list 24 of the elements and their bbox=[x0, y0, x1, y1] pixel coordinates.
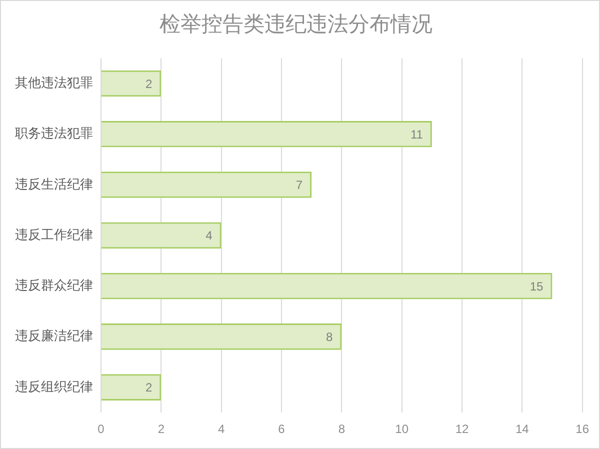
y-tick-label: 违反工作纪律 bbox=[15, 226, 93, 242]
y-tick-label: 职务违法犯罪 bbox=[15, 126, 93, 141]
x-tick-label: 8 bbox=[338, 422, 346, 436]
data-label: 2 bbox=[145, 380, 152, 395]
data-label: 11 bbox=[410, 127, 424, 142]
x-tick-label: 16 bbox=[576, 422, 590, 436]
x-tick-label: 4 bbox=[218, 422, 225, 436]
data-label: 8 bbox=[326, 330, 333, 344]
data-label: 4 bbox=[206, 228, 213, 243]
y-tick-label: 违反生活纪律 bbox=[15, 176, 93, 192]
x-tick-label: 0 bbox=[98, 422, 105, 436]
chart-title: 检举控告类违纪违法分布情况 bbox=[160, 12, 432, 36]
y-tick-label: 违反组织纪律 bbox=[15, 378, 93, 394]
y-tick-label: 其他违法犯罪 bbox=[15, 75, 93, 90]
x-tick-label: 10 bbox=[395, 422, 409, 436]
y-tick-label: 违反廉洁纪律 bbox=[15, 328, 93, 344]
y-tick-label: 违反群众纪律 bbox=[15, 278, 93, 293]
x-tick-label: 6 bbox=[278, 422, 286, 436]
x-tick-label: 14 bbox=[515, 422, 530, 436]
x-tick-label: 12 bbox=[455, 422, 469, 436]
x-tick-label: 2 bbox=[158, 422, 165, 436]
data-label: 2 bbox=[145, 76, 152, 91]
data-label: 15 bbox=[530, 279, 544, 294]
data-label: 7 bbox=[296, 178, 303, 192]
